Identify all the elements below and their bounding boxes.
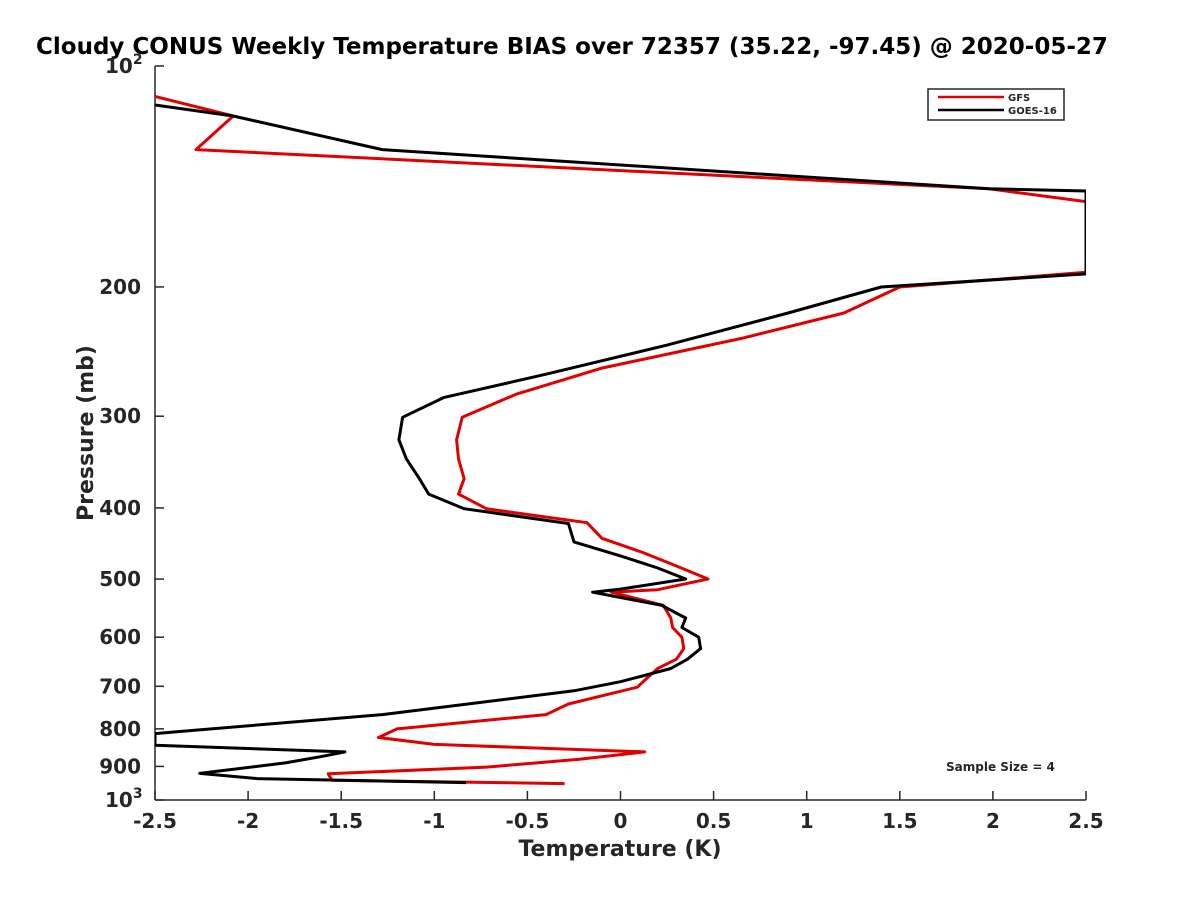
y-tick-label: 500 <box>99 567 141 591</box>
series-layer <box>155 94 1086 786</box>
x-tick-label: -1 <box>423 809 445 833</box>
y-tick-label: 700 <box>99 674 141 698</box>
legend: GFS GOES-16 <box>927 88 1065 121</box>
y-ticks: 102 200 300 400 500 600 700 800 900 103 <box>99 52 164 812</box>
x-tick-label: 2 <box>986 809 1000 833</box>
y-tick-label: 400 <box>99 496 141 520</box>
y-tick-label: 200 <box>99 275 141 299</box>
x-tick-label: 0.5 <box>696 809 731 833</box>
y-axis-label: Pressure (mb) <box>74 345 99 521</box>
series-line-gfs <box>155 94 1086 786</box>
legend-label-gfs: GFS <box>1008 93 1030 104</box>
x-tick-label: 0 <box>614 809 628 833</box>
y-tick-label: 103 <box>105 786 143 812</box>
x-axis-label: Temperature (K) <box>518 837 721 862</box>
x-tick-label: -1.5 <box>319 809 363 833</box>
legend-box <box>927 88 1065 121</box>
y-tick-label: 900 <box>99 754 141 778</box>
legend-label-goes16: GOES-16 <box>1008 106 1057 117</box>
y-tick-label: 600 <box>99 625 141 649</box>
y-tick-label: 800 <box>99 717 141 741</box>
chart-title: Cloudy CONUS Weekly Temperature BIAS ove… <box>36 34 1108 60</box>
x-tick-label: 2.5 <box>1068 809 1103 833</box>
x-tick-label: 1 <box>800 809 814 833</box>
x-tick-label: 1.5 <box>882 809 917 833</box>
y-tick-label: 300 <box>99 404 141 428</box>
x-tick-label: -0.5 <box>506 809 550 833</box>
x-tick-label: -2.5 <box>133 809 177 833</box>
x-tick-label: -2 <box>237 809 259 833</box>
series-line-goes-16 <box>155 103 1086 785</box>
y-tick-label: 102 <box>105 52 143 78</box>
sample-size-annotation: Sample Size = 4 <box>946 760 1055 774</box>
x-ticks: -2.5 -2 -1.5 -1 -0.5 0 0.5 1 1.5 2 2.5 <box>133 791 1104 833</box>
